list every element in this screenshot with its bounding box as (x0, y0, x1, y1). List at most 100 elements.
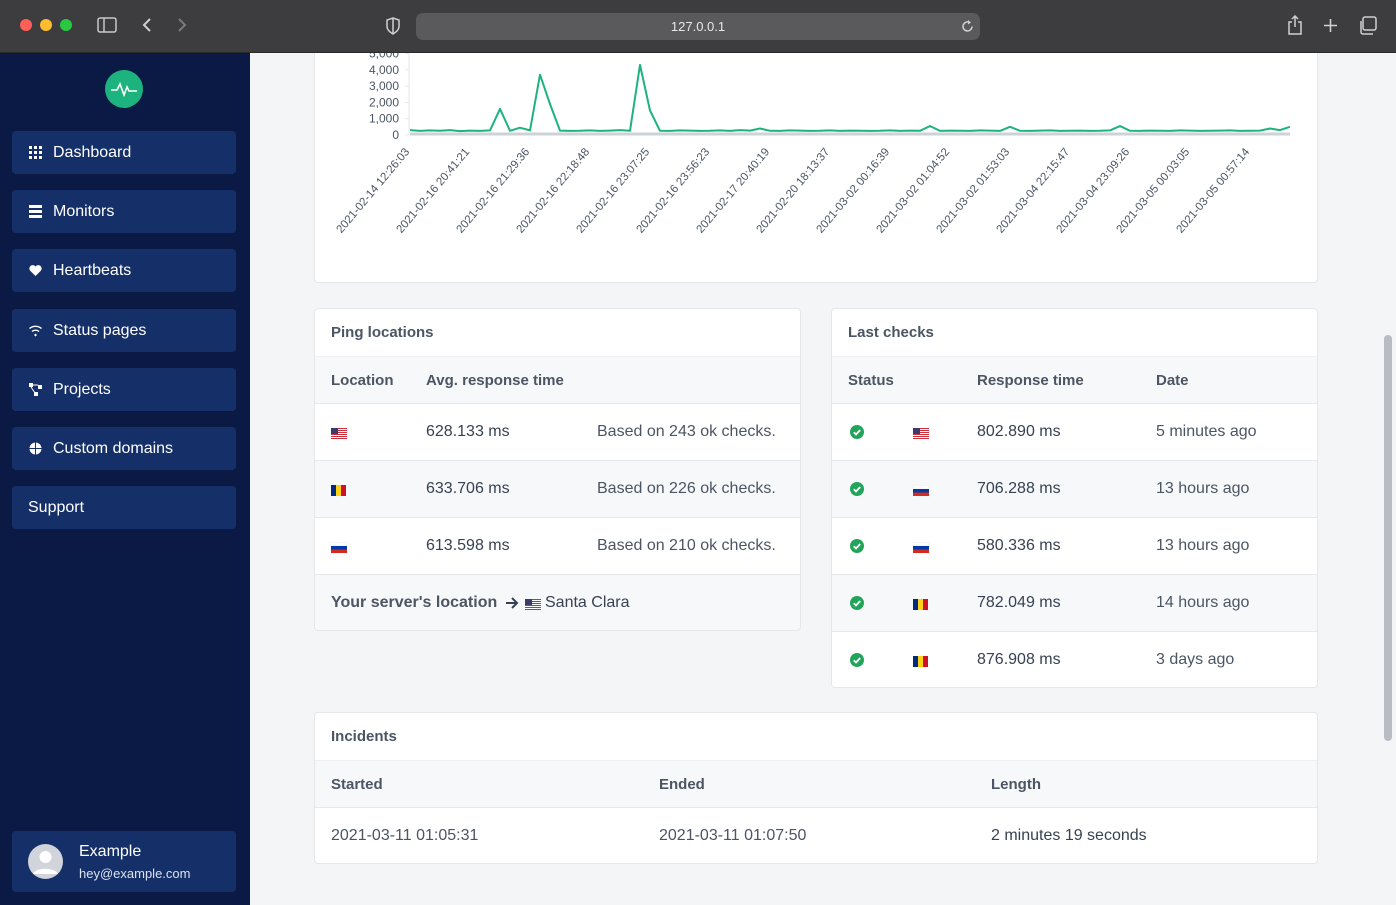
address-bar[interactable]: 127.0.0.1 (416, 13, 980, 40)
icon-part (506, 597, 519, 609)
icon-part (912, 541, 930, 553)
icon-part (923, 656, 928, 667)
icon-part (33, 868, 58, 874)
check-date: 5 minutes ago (1156, 423, 1257, 440)
nav-item[interactable]: Projects (12, 367, 236, 411)
table-row: 613.598 ms Based on 210 ok checks. (315, 517, 800, 574)
avg-response-time: 633.706 ms (426, 480, 510, 497)
table-row: 580.336 ms 13 hours ago (832, 517, 1317, 574)
icon-part (331, 434, 347, 435)
forward-button[interactable] (176, 17, 188, 33)
icon-part (968, 20, 971, 25)
icon-part (913, 656, 928, 667)
server-location-row: Your server's location Santa Clara (315, 574, 800, 630)
icon-part (913, 438, 929, 439)
nav-item[interactable]: Dashboard (12, 131, 236, 174)
user-card[interactable]: Example hey@example.com (12, 831, 236, 892)
nav-item[interactable]: Heartbeats (12, 249, 236, 293)
icon-part (913, 549, 929, 553)
minimize-button[interactable] (40, 19, 52, 31)
check-date: 3 days ago (1156, 651, 1235, 668)
share-button[interactable] (1287, 15, 1303, 35)
check-count: Based on 210 ok checks. (597, 537, 776, 554)
nav-item[interactable]: Monitors (12, 190, 236, 234)
icon-part (331, 428, 347, 439)
column-header: Ended (659, 776, 705, 793)
flag-icon (331, 483, 346, 501)
icon-part (912, 484, 930, 490)
incidents-card: Incidents Started Ended Length 2021-03-1… (314, 712, 1318, 864)
icon-part (331, 430, 347, 431)
icon-part (853, 657, 861, 664)
flag-icon (912, 540, 930, 558)
icon-part (912, 541, 930, 547)
icon-part (178, 18, 187, 32)
icon-part (29, 215, 42, 219)
y-tick-label: 3,000 (369, 79, 399, 93)
back-button[interactable] (141, 17, 153, 33)
icon-part (525, 605, 541, 606)
server-city: Santa Clara (545, 594, 630, 611)
icon-part (34, 391, 38, 396)
nav-icon (29, 205, 42, 219)
nav-item[interactable]: Custom domains (12, 427, 236, 470)
icon-part (331, 436, 347, 437)
icon-part (850, 539, 864, 553)
column-header: Location (331, 372, 394, 389)
nav-label: Dashboard (53, 144, 132, 161)
nav-icon (29, 325, 42, 337)
avg-response-time: 613.598 ms (426, 537, 510, 554)
icon-part (331, 428, 347, 429)
privacy-icon[interactable] (385, 17, 401, 35)
status-icon (850, 653, 864, 672)
column-header: Status (848, 372, 894, 389)
sidebar-toggle[interactable] (97, 17, 117, 33)
nav-icon (29, 146, 42, 159)
icon-part (29, 442, 42, 455)
table-row: 802.890 ms 5 minutes ago (832, 403, 1317, 460)
column-header: Length (991, 776, 1041, 793)
icon-part (850, 425, 864, 439)
icon-part (111, 81, 137, 98)
table-row: 628.133 ms Based on 243 ok checks. (315, 403, 800, 460)
reload-button[interactable] (961, 20, 974, 33)
icon-part (853, 486, 861, 493)
arrow-icon (506, 597, 519, 609)
user-name: Example (79, 843, 142, 860)
check-date: 13 hours ago (1156, 537, 1250, 554)
icon-part (39, 146, 42, 149)
icon-part (1324, 19, 1337, 32)
close-button[interactable] (20, 19, 32, 31)
icon-part (850, 482, 864, 496)
icon-part (850, 596, 864, 610)
flag-icon (913, 426, 929, 444)
new-tab-button[interactable] (1323, 18, 1338, 33)
icon-part (1288, 15, 1302, 35)
card-title: Ping locations (331, 324, 434, 341)
icon-part (850, 539, 864, 553)
icon-part (29, 151, 32, 154)
zoom-button[interactable] (60, 19, 72, 31)
icon-part (913, 428, 920, 434)
icon-part (331, 549, 347, 553)
icon-part (525, 603, 541, 604)
status-icon (850, 596, 864, 615)
icon-part (918, 656, 923, 667)
icon-part (525, 599, 541, 610)
nav-label: Support (28, 499, 85, 517)
tabs-button[interactable] (1358, 16, 1377, 35)
icon-part (913, 430, 929, 431)
nav-item[interactable]: Status pages (12, 308, 236, 352)
nav-icon (29, 265, 42, 277)
icon-part (913, 434, 929, 435)
nav-item[interactable]: Support (12, 486, 236, 530)
icon-part (912, 484, 930, 496)
icon-part (525, 599, 541, 600)
icon-part (29, 205, 42, 209)
flag-icon (331, 426, 347, 444)
icon-part (525, 607, 541, 608)
icon-part (30, 384, 38, 394)
scrollbar-thumb[interactable] (1384, 335, 1392, 741)
